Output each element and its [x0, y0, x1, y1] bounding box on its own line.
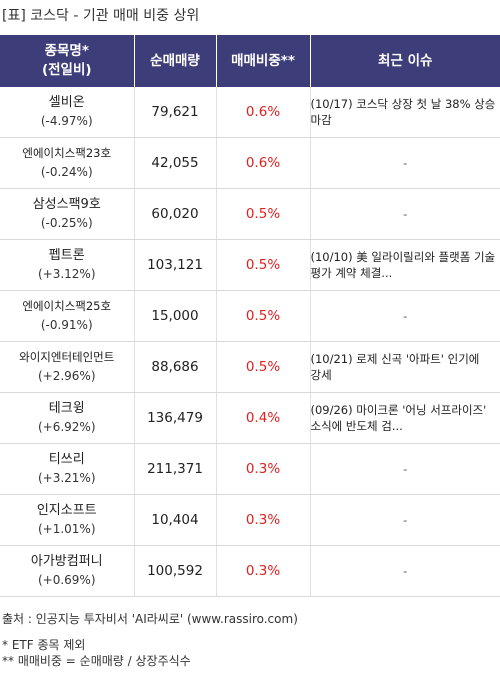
stock-change: (+6.92%)	[37, 420, 96, 434]
stock-change: (+2.96%)	[37, 369, 96, 383]
trade-ratio: 0.5%	[215, 239, 310, 291]
table-row: 테크윙 (+6.92%) 136,479 0.4% (09/26) 마이크론 '어닝 서…	[0, 392, 500, 444]
stock-name: 인지소프트	[36, 503, 97, 518]
stock-name: 삼성스팩9호	[32, 197, 101, 212]
recent-issue: -	[403, 513, 408, 527]
recent-issue: (10/10) 美 일라이릴리와 플랫폼 기술 평가 계약 체결...	[310, 250, 496, 280]
recent-issue: -	[403, 207, 408, 221]
table-row: 삼성스팩9호 (-0.25%) 60,020 0.5% -	[0, 188, 500, 240]
table-row: 엔에이치스팩23호 (-0.24%) 42,055 0.6% -	[0, 137, 500, 189]
net-volume: 79,621	[133, 87, 216, 138]
stock-change: (-0.25%)	[40, 216, 93, 230]
issue-cell: -	[309, 188, 500, 240]
page-title: [표] 코스닥 - 기관 매매 비중 상위	[2, 8, 200, 24]
column-header-trade-ratio: 매매비중**	[215, 35, 310, 87]
stock-cell: 와이지엔터테인먼트 (+2.96%)	[0, 341, 134, 393]
net-volume: 15,000	[133, 290, 216, 342]
stock-cell: 엔에이치스팩25호 (-0.91%)	[0, 290, 134, 342]
stock-cell: 펩트론 (+3.12%)	[0, 239, 134, 291]
trade-ratio: 0.3%	[215, 443, 310, 495]
trade-ratio: 0.5%	[215, 188, 310, 240]
issue-cell: -	[309, 494, 500, 546]
table-row: 펩트론 (+3.12%) 103,121 0.5% (10/10) 美 일라이릴리와 플…	[0, 239, 500, 291]
stock-name: 티쓰리	[48, 452, 85, 467]
footnote-ratio: ** 매매비중 = 순매매량 / 상장주식수	[2, 654, 191, 668]
net-volume: 100,592	[133, 545, 216, 597]
net-volume: 103,121	[133, 239, 216, 291]
issue-cell: -	[309, 290, 500, 342]
stock-cell: 티쓰리 (+3.21%)	[0, 443, 134, 495]
trade-ratio: 0.5%	[215, 290, 310, 342]
issue-cell: (10/17) 코스닥 상장 첫 날 38% 상승 마감	[309, 87, 500, 138]
ranking-table: 종목명* (전일비) 순매매량 매매비중** 최근 이슈 셀비온 (-4.97%)…	[0, 35, 500, 597]
stock-change: (+0.69%)	[37, 573, 96, 587]
net-volume: 60,020	[133, 188, 216, 240]
table-row: 티쓰리 (+3.21%) 211,371 0.3% -	[0, 443, 500, 495]
stock-change: (-0.91%)	[40, 318, 93, 332]
trade-ratio: 0.5%	[215, 341, 310, 393]
stock-change: (+3.12%)	[37, 267, 96, 281]
trade-ratio: 0.3%	[215, 494, 310, 546]
stock-name: 테크윙	[48, 401, 85, 416]
stock-cell: 인지소프트 (+1.01%)	[0, 494, 134, 546]
net-volume: 136,479	[133, 392, 216, 444]
recent-issue: -	[403, 462, 408, 476]
stock-change: (+3.21%)	[37, 471, 96, 485]
issue-cell: (10/21) 로제 신곡 '아파트' 인기에 강세	[309, 341, 500, 393]
trade-ratio: 0.6%	[215, 87, 310, 138]
net-volume: 42,055	[133, 137, 216, 189]
recent-issue: -	[403, 564, 408, 578]
stock-cell: 테크윙 (+6.92%)	[0, 392, 134, 444]
trade-ratio: 0.6%	[215, 137, 310, 189]
source-note: 출처 : 인공지능 투자비서 'AI라씨로' (www.rassiro.com)	[2, 612, 298, 626]
issue-cell: -	[309, 545, 500, 597]
stock-name: 아가방컴퍼니	[30, 554, 103, 569]
trade-ratio: 0.4%	[215, 392, 310, 444]
stock-name: 와이지엔터테인먼트	[19, 350, 115, 364]
table-row: 인지소프트 (+1.01%) 10,404 0.3% -	[0, 494, 500, 546]
stock-cell: 삼성스팩9호 (-0.25%)	[0, 188, 134, 240]
stock-cell: 셀비온 (-4.97%)	[0, 87, 134, 138]
column-header-stock-name: 종목명* (전일비)	[0, 35, 134, 87]
stock-name: 셀비온	[48, 95, 85, 110]
table-header-row: 종목명* (전일비) 순매매량 매매비중** 최근 이슈	[0, 35, 500, 87]
column-header-stock-name-line2: (전일비)	[41, 62, 92, 78]
stock-change: (-4.97%)	[40, 114, 93, 128]
recent-issue: (10/21) 로제 신곡 '아파트' 인기에 강세	[310, 352, 480, 382]
stock-change: (+1.01%)	[37, 522, 96, 536]
recent-issue: (10/17) 코스닥 상장 첫 날 38% 상승 마감	[310, 97, 496, 127]
stock-change: (-0.24%)	[40, 165, 93, 179]
issue-cell: -	[309, 443, 500, 495]
table-row: 셀비온 (-4.97%) 79,621 0.6% (10/17) 코스닥 상장 첫 날 …	[0, 87, 500, 138]
issue-cell: (10/10) 美 일라이릴리와 플랫폼 기술 평가 계약 체결...	[309, 239, 500, 291]
column-header-net-volume: 순매매량	[133, 35, 216, 87]
issue-cell: -	[309, 137, 500, 189]
table-row: 아가방컴퍼니 (+0.69%) 100,592 0.3% -	[0, 545, 500, 597]
issue-cell: (09/26) 마이크론 '어닝 서프라이즈' 소식에 반도체 검...	[309, 392, 500, 444]
stock-name: 펩트론	[48, 248, 85, 263]
recent-issue: (09/26) 마이크론 '어닝 서프라이즈' 소식에 반도체 검...	[310, 403, 487, 433]
column-header-stock-name-line1: 종목명*	[44, 43, 89, 59]
stock-name: 엔에이치스팩23호	[22, 146, 112, 160]
stock-cell: 엔에이치스팩23호 (-0.24%)	[0, 137, 134, 189]
trade-ratio: 0.3%	[215, 545, 310, 597]
column-header-recent-issue: 최근 이슈	[309, 35, 500, 87]
table-row: 엔에이치스팩25호 (-0.91%) 15,000 0.5% -	[0, 290, 500, 342]
footnote-etf: * ETF 종목 제외	[2, 638, 86, 652]
recent-issue: -	[403, 309, 408, 323]
net-volume: 211,371	[133, 443, 216, 495]
recent-issue: -	[403, 156, 408, 170]
net-volume: 10,404	[133, 494, 216, 546]
table-row: 와이지엔터테인먼트 (+2.96%) 88,686 0.5% (10/21) 로제 신곡…	[0, 341, 500, 393]
net-volume: 88,686	[133, 341, 216, 393]
stock-name: 엔에이치스팩25호	[22, 299, 112, 313]
stock-cell: 아가방컴퍼니 (+0.69%)	[0, 545, 134, 597]
